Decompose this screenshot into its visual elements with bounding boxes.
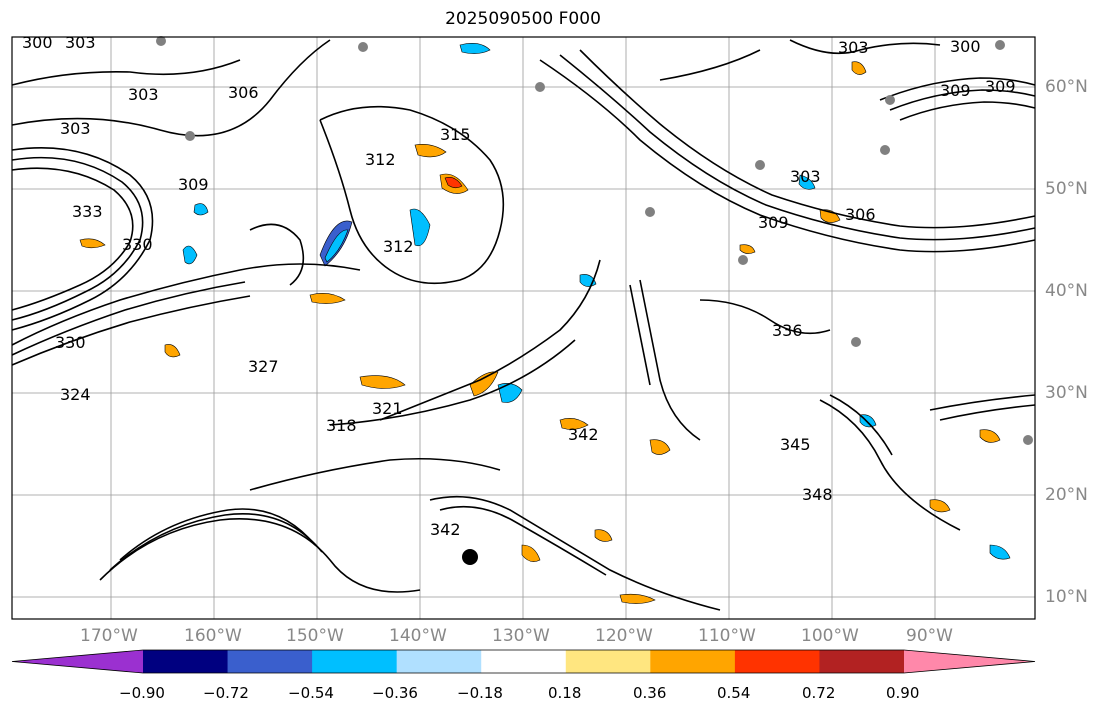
contour-label: 306 (845, 205, 876, 224)
lat-label: 50°N (1045, 179, 1088, 199)
colorbar-segment (481, 650, 567, 673)
colorbar-under-arrow (12, 650, 143, 673)
contour-label: 324 (60, 385, 91, 404)
colorbar-segment (396, 650, 482, 673)
lat-label: 30°N (1045, 383, 1088, 403)
shading-areas (79, 43, 1011, 604)
contour-label: 336 (772, 321, 803, 340)
contour-label: 345 (780, 435, 811, 454)
colorbar-segment (565, 650, 651, 673)
lon-label: 130°W (492, 626, 550, 646)
contour-label: 330 (55, 333, 86, 352)
contour-label: 330 (122, 235, 153, 254)
contour-label: 309 (985, 77, 1016, 96)
contour-label: 342 (568, 425, 599, 444)
colorbar-tick: 0.36 (633, 684, 667, 702)
graticule (12, 37, 1035, 619)
lon-label: 90°W (906, 626, 953, 646)
contour-label: 300 (950, 37, 981, 56)
colorbar-segment (819, 650, 905, 673)
contour-label: 309 (758, 213, 789, 232)
colorbar-outline (11, 649, 1036, 674)
lon-label: 160°W (184, 626, 242, 646)
colorbar-over-arrow (904, 650, 1035, 673)
contour-label: 303 (838, 38, 869, 57)
colorbar-segment (650, 650, 736, 673)
colorbar-segment (227, 650, 313, 673)
lon-label: 150°W (286, 626, 344, 646)
colorbar-tick: −0.18 (457, 684, 503, 702)
contour-label: 312 (383, 237, 414, 256)
map-frame (11, 36, 1036, 620)
contour-label: 318 (326, 416, 357, 435)
colorbar-segment (312, 650, 398, 673)
colorbar-tick: 0.90 (886, 684, 920, 702)
colorbar (11, 649, 1036, 674)
map-panel: 300 303 303 306 309 303 309 330 333 312 … (11, 33, 1036, 620)
lon-label: 140°W (389, 626, 447, 646)
lat-label: 40°N (1045, 281, 1088, 301)
contour-label: 309 (940, 81, 971, 100)
lat-label: 60°N (1045, 77, 1088, 97)
contour-label: 303 (790, 167, 821, 186)
contour-lines (11, 39, 1036, 611)
contour-label: 303 (60, 119, 91, 138)
contour-label-group: 300 303 303 306 309 303 309 330 333 312 … (22, 33, 1016, 539)
lon-label: 170°W (80, 626, 138, 646)
lat-label: 20°N (1045, 485, 1088, 505)
contour-label: 303 (65, 33, 96, 52)
lon-label: 120°W (595, 626, 653, 646)
contour-label: 333 (72, 202, 103, 221)
contour-label: 321 (372, 399, 403, 418)
contour-label: 300 (22, 33, 53, 52)
colorbar-tick: 0.72 (802, 684, 836, 702)
colorbar-tick: −0.90 (119, 684, 165, 702)
colorbar-segment (734, 650, 820, 673)
lon-label: 110°W (698, 626, 756, 646)
colorbar-segment (143, 650, 229, 673)
contour-label: 306 (228, 83, 259, 102)
contour-label: 312 (365, 150, 396, 169)
colorbar-tick: −0.72 (203, 684, 249, 702)
contour-label: 327 (248, 357, 279, 376)
contour-label: 342 (430, 520, 461, 539)
cyclone-marker (462, 549, 478, 565)
colorbar-tick: 0.54 (717, 684, 751, 702)
station-dots (156, 36, 1033, 445)
lat-label: 10°N (1045, 587, 1088, 607)
contour-label: 315 (440, 125, 471, 144)
colorbar-tick: −0.54 (288, 684, 334, 702)
map-title: 2025090500 F000 (445, 9, 601, 29)
contour-label: 303 (128, 85, 159, 104)
contour-label: 309 (178, 175, 209, 194)
lon-label: 100°W (801, 626, 859, 646)
colorbar-tick: −0.36 (372, 684, 418, 702)
contour-label: 348 (802, 485, 833, 504)
colorbar-tick: 0.18 (548, 684, 582, 702)
